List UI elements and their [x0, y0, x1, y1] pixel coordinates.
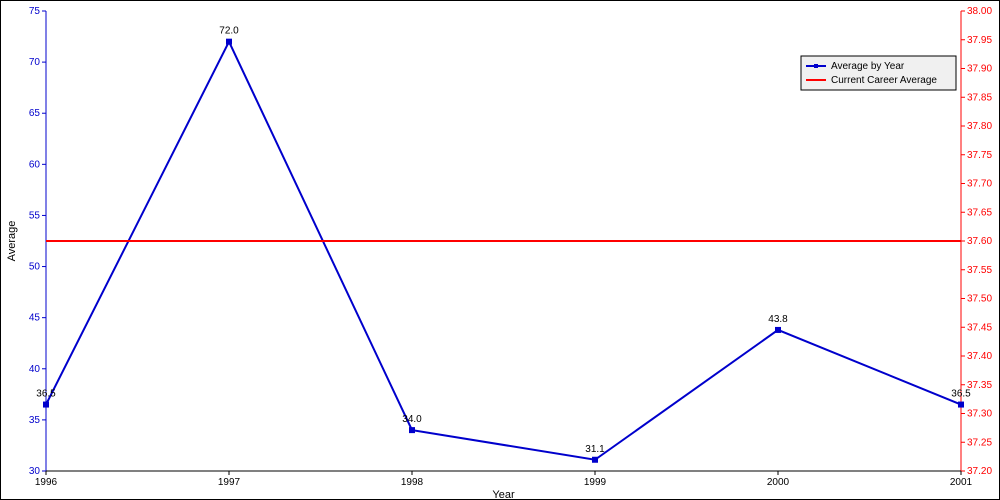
series-line [46, 42, 961, 460]
y-right-tick-label: 37.70 [967, 179, 992, 190]
data-label: 34.0 [402, 414, 422, 425]
data-marker [43, 402, 49, 408]
y-right-tick-label: 37.55 [967, 265, 992, 276]
x-axis-title: Year [492, 489, 515, 499]
y-right-tick-label: 37.95 [967, 35, 992, 46]
data-marker [775, 327, 781, 333]
y-right-tick-label: 37.60 [967, 236, 992, 247]
x-tick-label: 2000 [767, 477, 790, 488]
legend-marker [814, 64, 818, 68]
y-left-tick-label: 45 [29, 313, 41, 324]
x-tick-label: 1997 [218, 477, 241, 488]
line-chart: 30 35 40 45 50 55 60 65 70 75 Average 37.20 37.25 37.… [1, 1, 999, 499]
data-label: 31.1 [585, 444, 605, 455]
legend-label: Average by Year [831, 61, 905, 72]
x-tick-label: 2001 [950, 477, 973, 488]
y-right-tick-label: 37.50 [967, 294, 992, 305]
data-marker [958, 402, 964, 408]
y-right-tick-label: 37.80 [967, 121, 992, 132]
y-right-tick-label: 37.65 [967, 207, 992, 218]
y-right-tick-label: 37.90 [967, 64, 992, 75]
data-label: 36.5 [36, 389, 56, 400]
y-left-tick-label: 60 [29, 159, 41, 170]
x-tick-label: 1999 [584, 477, 607, 488]
data-label: 36.5 [951, 389, 971, 400]
y-left-tick-label: 50 [29, 262, 41, 273]
data-marker [409, 427, 415, 433]
y-right-tick-label: 37.20 [967, 466, 992, 477]
y-left-tick-label: 70 [29, 57, 41, 68]
y-left-tick-label: 35 [29, 415, 41, 426]
data-label: 43.8 [768, 314, 788, 325]
y-left-tick-label: 30 [29, 466, 41, 477]
y-right-tick-label: 37.45 [967, 322, 992, 333]
x-tick-label: 1998 [401, 477, 424, 488]
y-axis-title: Average [6, 221, 18, 262]
y-right-tick-label: 38.00 [967, 6, 992, 17]
y-right-tick-label: 37.35 [967, 380, 992, 391]
y-right-tick-label: 37.30 [967, 409, 992, 420]
y-right-tick-label: 37.40 [967, 351, 992, 362]
data-label: 72.0 [219, 26, 239, 37]
y-left-tick-label: 55 [29, 210, 41, 221]
y-right-tick-label: 37.25 [967, 437, 992, 448]
legend-label: Current Career Average [831, 75, 937, 86]
data-marker [592, 457, 598, 463]
data-marker [226, 39, 232, 45]
chart-container: 30 35 40 45 50 55 60 65 70 75 Average 37.20 37.25 37.… [0, 0, 1000, 500]
y-left-tick-label: 75 [29, 6, 41, 17]
y-left-tick-label: 65 [29, 108, 41, 119]
y-left-tick-label: 40 [29, 364, 41, 375]
y-right-tick-label: 37.75 [967, 150, 992, 161]
x-tick-label: 1996 [35, 477, 58, 488]
y-right-tick-label: 37.85 [967, 92, 992, 103]
